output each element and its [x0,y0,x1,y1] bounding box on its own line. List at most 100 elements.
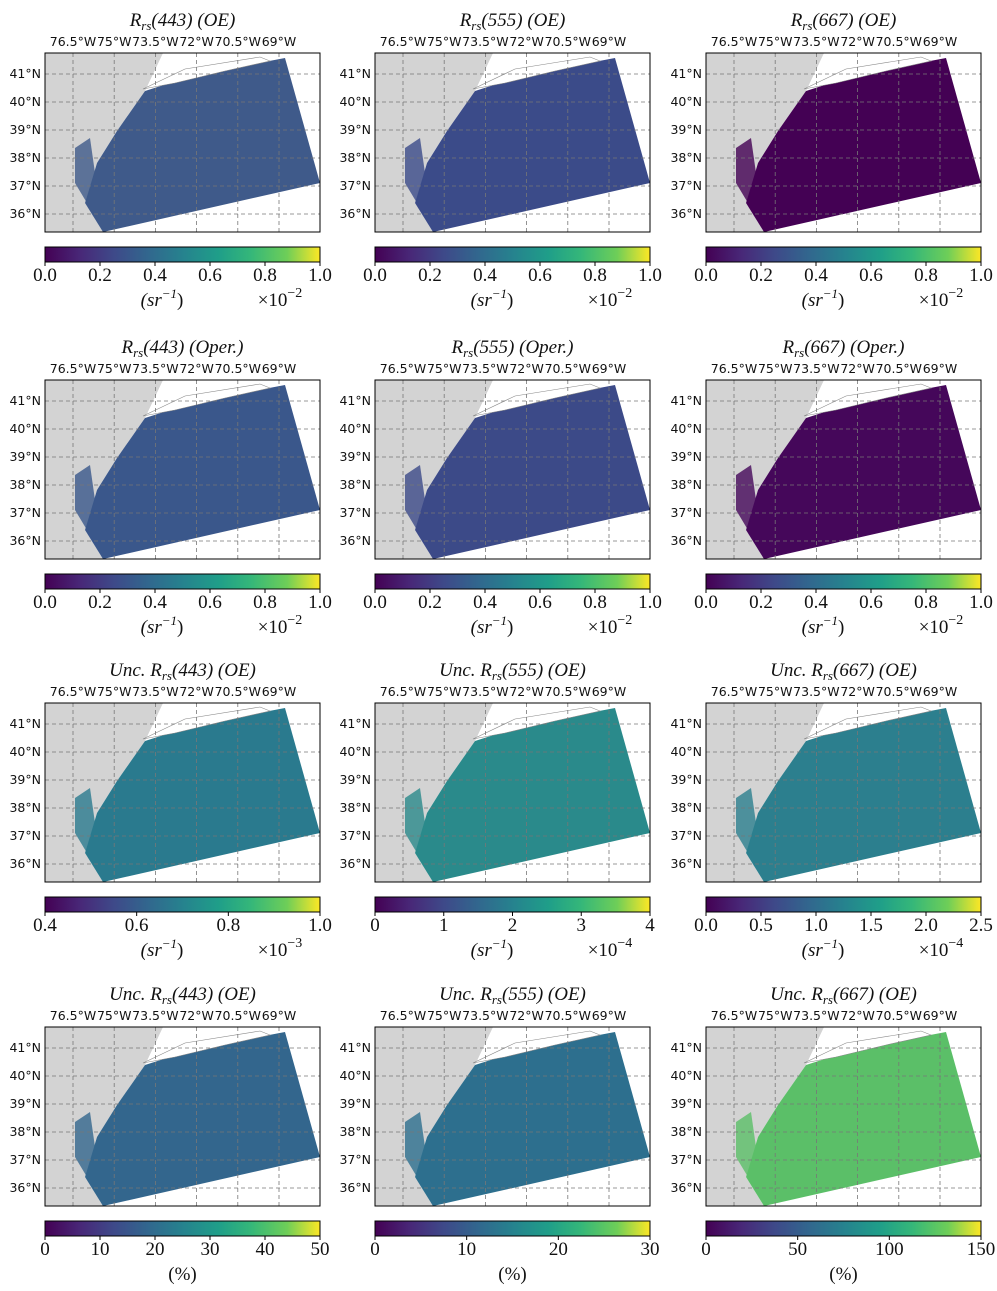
land [375,1027,493,1206]
colorbar-tick-label: 0.2 [88,265,112,286]
units-text: ) [177,617,183,638]
lon-label: 76.5°W [380,684,426,699]
panel-title: Unc. Rrs(443) (OE) [109,660,256,683]
lon-label: 70.5°W [876,1008,922,1023]
colorbar-tick-label: 0.8 [253,592,277,613]
swath [746,708,981,882]
units-superscript: −1 [823,286,838,301]
lon-label: 70.5°W [545,361,591,376]
lon-label: 73.5°W [793,1008,839,1023]
lat-label: 41°N [339,66,371,81]
lat-label: 38°N [339,150,371,165]
lon-label: 69°W [923,684,958,699]
colorbar-tick-label: 0.4 [33,915,57,936]
colorbar-units: (sr−1) [802,613,845,638]
multiplier-base: ×10 [258,290,288,311]
colorbar-tick-label: 1 [439,915,449,936]
lat-label: 40°N [670,744,702,759]
lat-label: 38°N [9,477,41,492]
long-island [472,706,602,740]
lat-label: 39°N [339,1096,371,1111]
lon-label: 69°W [592,684,627,699]
lat-label: 37°N [9,505,41,520]
lat-label: 40°N [670,421,702,436]
lat-label: 41°N [670,66,702,81]
lat-label: 37°N [670,178,702,193]
map-frame [374,379,651,560]
lat-label: 39°N [339,772,371,787]
multiplier-base: ×10 [588,617,618,638]
lat-label: 41°N [670,393,702,408]
long-island [472,383,602,417]
multiplier-exponent: −2 [287,286,302,301]
lon-label: 72°W [509,34,544,49]
colorbar-tick-label: 0 [40,1239,50,1260]
lon-label: 75°W [97,684,132,699]
units-superscript: −1 [162,613,177,628]
title-subscript: rs [471,18,481,33]
colorbar-tick-label: 1.0 [308,915,332,936]
lon-label: 70.5°W [876,684,922,699]
colorbar-tick-label: 0.0 [33,265,57,286]
colorbar-multiplier: ×10−2 [919,286,964,311]
units-text: (sr [802,940,824,961]
lon-label: 70.5°W [876,361,922,376]
swath [415,708,650,882]
units-superscript: −1 [162,936,177,951]
title-text: R [782,337,795,358]
colorbar-units: (sr−1) [141,286,184,311]
units-superscript: −1 [823,936,838,951]
colorbar-multiplier: ×10−2 [588,286,633,311]
lat-label: 39°N [670,122,702,137]
colorbar [705,896,982,913]
lon-label: 76.5°W [711,684,757,699]
panel-title: Unc. Rrs(555) (OE) [439,660,586,683]
lat-label: 41°N [9,1040,41,1055]
title-text: Unc. R [109,984,162,1005]
panel-title: Rrs(555) (OE) [459,10,566,33]
lon-label: 70.5°W [545,34,591,49]
map-panel: Rrs(555) (OE) 76.5°W 41°N 75°W 40°N 73.5°W 39°… [339,10,661,311]
lon-label: 75°W [758,684,793,699]
colorbar-tick-label: 0.4 [143,265,167,286]
lon-label: 76.5°W [50,361,96,376]
lat-label: 41°N [9,66,41,81]
units-text: ) [838,940,844,961]
colorbar-tick-label: 0.2 [418,265,442,286]
panel-title: Rrs(555) (Oper.) [451,337,574,360]
land [375,703,493,882]
long-island [803,383,933,417]
lon-label: 70.5°W [545,684,591,699]
colorbar-multiplier: ×10−2 [258,613,303,638]
lat-label: 38°N [9,800,41,815]
colorbar-tick-label: 0 [370,915,380,936]
lon-label: 72°W [179,34,214,49]
map-frame [705,379,982,560]
colorbar-tick-label: 1.0 [969,265,993,286]
bay [405,788,425,853]
lon-label: 73.5°W [462,34,508,49]
title-text: Unc. R [109,660,162,681]
bay [75,465,95,530]
map-panel: Unc. Rrs(667) (OE) 76.5°W 41°N 75°W 40°N 73.5… [670,660,992,961]
lat-label: 37°N [670,1152,702,1167]
lon-label: 69°W [923,34,958,49]
lon-label: 75°W [97,1008,132,1023]
lon-label: 75°W [97,34,132,49]
long-island [142,1030,272,1064]
map-panel: Unc. Rrs(443) (OE) 76.5°W 41°N 75°W 40°N 73.5… [9,984,329,1285]
colorbar-tick-label: 0.4 [804,592,828,613]
units-text: ) [507,617,513,638]
lat-label: 39°N [9,449,41,464]
units-text: (%) [498,1264,526,1285]
lon-label: 69°W [262,1008,297,1023]
multiplier-exponent: −4 [617,936,632,951]
lat-label: 39°N [9,122,41,137]
title-text: R [451,337,464,358]
lon-label: 69°W [923,1008,958,1023]
colorbar-tick-label: 0.2 [418,592,442,613]
lat-label: 36°N [339,856,371,871]
lat-label: 41°N [339,1040,371,1055]
swath [415,385,650,559]
